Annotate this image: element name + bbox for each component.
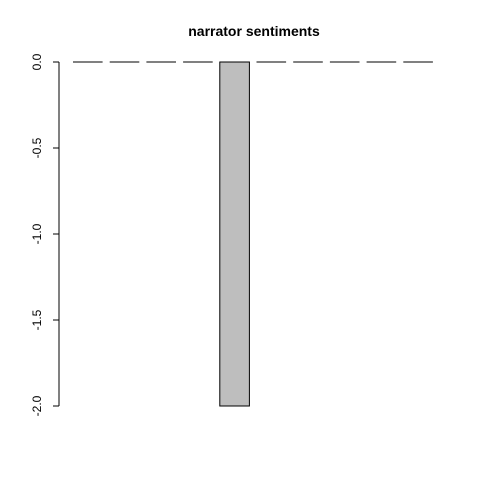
y-tick-label: 0.0 xyxy=(30,53,44,70)
y-tick-label: -0.5 xyxy=(30,137,44,158)
bar xyxy=(219,61,250,407)
y-tick-label: -2.0 xyxy=(30,395,44,416)
y-tick-label: -1.0 xyxy=(30,223,44,244)
y-tick-label: -1.5 xyxy=(30,309,44,330)
bars xyxy=(73,61,433,407)
y-axis: 0.0 -0.5 -1.0 -1.5 -2.0 xyxy=(30,53,60,416)
chart-title: narrator sentiments xyxy=(188,23,320,39)
